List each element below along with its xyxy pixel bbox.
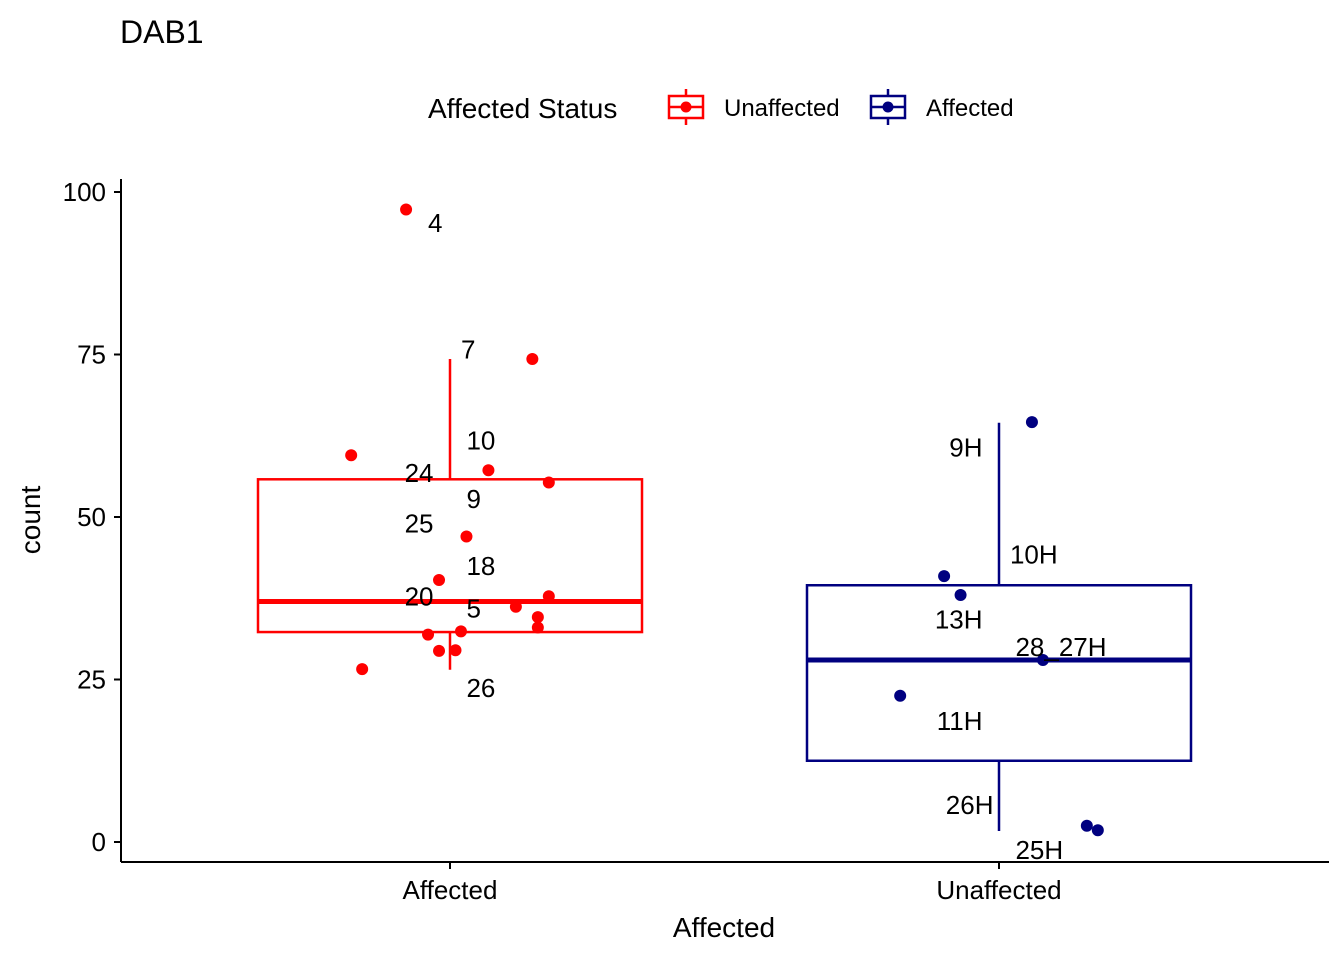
data-point [542,476,555,489]
data-point [531,611,544,624]
point-label: 9 [466,484,480,514]
legend: Affected Status Unaffected Affected [428,89,1014,125]
data-point [526,353,539,366]
point-label: 10H [1010,540,1058,570]
data-point [422,628,435,641]
data-point [400,203,413,216]
legend-key-affected [869,89,907,125]
data-point [1080,819,1093,832]
data-point [482,464,495,477]
point-label: 20 [405,581,434,611]
data-point [894,689,907,702]
point-labels: 4 7 10 24 9 25 18 20 5 26 9H 10H 13H 28_27H 11H 26H 25H [405,208,1107,865]
data-point [938,570,951,583]
point-label: 9H [949,432,982,462]
legend-label-affected: Affected [926,95,1014,122]
point-label: 26 [466,673,495,703]
point-label: 4 [428,208,442,238]
data-point [345,449,358,462]
x-tick-label: Affected [403,875,498,905]
box-rect-affected [256,478,644,634]
x-tick-label: Unaffected [936,875,1061,905]
point-label: 25H [1015,835,1063,865]
y-tick-label: 75 [77,340,106,370]
point-label: 10 [466,425,495,455]
legend-key-unaffected [667,89,705,125]
point-label: 11H [937,706,983,736]
data-point [1025,416,1038,429]
box-affected [256,359,644,670]
y-tick-label: 100 [63,177,106,207]
data-point [509,600,522,613]
data-point [1091,824,1104,837]
legend-key-point [882,101,894,113]
data-point [433,574,446,587]
point-label: 5 [466,594,480,624]
data-point [356,663,369,676]
x-axis-ticks: Affected Unaffected [403,862,1062,905]
point-label: 28_27H [1015,632,1106,662]
y-axis-title: count [15,486,46,555]
y-tick-label: 0 [92,827,106,857]
legend-entry-unaffected: Unaffected [667,89,840,125]
data-point [531,621,544,634]
data-point [460,530,473,543]
boxes [256,359,1193,831]
point-label: 24 [405,458,434,488]
legend-entry-affected: Affected [869,89,1014,125]
point-label: 18 [466,551,495,581]
y-tick-label: 50 [77,502,106,532]
legend-key-point [680,101,692,113]
point-label: 13H [935,605,983,635]
point-label: 25 [405,509,434,539]
data-point [454,625,467,638]
y-tick-label: 25 [77,665,106,695]
chart-title: DAB1 [120,14,204,50]
data-point [449,644,462,657]
data-points [345,203,1104,837]
data-point [542,590,555,603]
legend-label-unaffected: Unaffected [724,95,840,122]
data-point [433,644,446,657]
box-rect-unaffected [805,584,1193,762]
y-axis-ticks: 0 25 50 75 100 [63,177,121,857]
data-point [1036,654,1049,666]
data-point [954,589,967,601]
legend-title: Affected Status [428,93,617,124]
point-label: 7 [461,334,475,364]
box-unaffected [805,422,1193,831]
point-label: 26H [946,790,994,820]
x-axis-title: Affected [673,912,775,943]
